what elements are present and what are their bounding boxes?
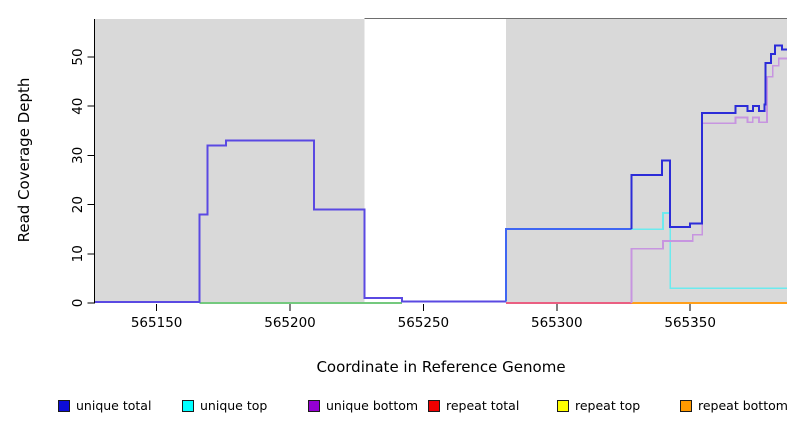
y-tick-label: 40 xyxy=(70,98,86,115)
y-tick-label: 10 xyxy=(70,245,86,262)
legend-swatch xyxy=(182,400,194,412)
y-tick-label: 20 xyxy=(70,196,86,213)
legend-label: repeat top xyxy=(575,398,641,413)
legend-swatch xyxy=(680,400,692,412)
legend-item-unique-bottom: unique bottom xyxy=(308,398,418,414)
series-unique-bottom xyxy=(630,57,787,303)
y-axis-title: Read Coverage Depth xyxy=(15,78,33,243)
legend-swatch xyxy=(557,400,569,412)
x-tick-label: 565150 xyxy=(131,315,183,331)
plot-area: 0 10 20 30 40 50 565150 565200 565250 565300 56535… xyxy=(15,18,787,376)
y-tick-label: 0 xyxy=(70,299,86,308)
legend-item-unique-total: unique total xyxy=(58,398,151,414)
legend-label: unique bottom xyxy=(326,398,419,413)
y-tick-label: 30 xyxy=(70,147,86,164)
series-unique-total-mid xyxy=(505,228,632,302)
legend-item-repeat-top: repeat top xyxy=(557,398,640,414)
uncovered-gap xyxy=(364,19,507,303)
axes: 0 10 20 30 40 50 565150 565200 565250 565300 56535… xyxy=(70,19,716,331)
legend-label: repeat bottom xyxy=(698,398,788,413)
x-tick-label: 565200 xyxy=(264,315,316,331)
legend-swatch xyxy=(428,400,440,412)
covered-region-left xyxy=(95,19,365,303)
x-tick-label: 565300 xyxy=(531,315,583,331)
x-tick-label: 565250 xyxy=(398,315,450,331)
series-unique-top xyxy=(631,212,787,290)
legend-item-repeat-total: repeat total xyxy=(428,398,519,414)
y-tick-label: 50 xyxy=(70,48,86,65)
legend-item-unique-top: unique top xyxy=(182,398,267,414)
coverage-regions xyxy=(95,18,787,303)
legend-label: repeat total xyxy=(446,398,520,413)
legend-item-repeat-bottom: repeat bottom xyxy=(680,398,788,414)
legend-swatch xyxy=(308,400,320,412)
series-unique-total-right xyxy=(630,44,787,230)
legend-label: unique top xyxy=(200,398,268,413)
legend-label: unique total xyxy=(76,398,152,413)
legend-swatch xyxy=(58,400,70,412)
series-unique-total-left xyxy=(95,139,507,303)
series-lines xyxy=(95,44,787,304)
covered-region-right xyxy=(506,19,787,303)
x-axis-title: Coordinate in Reference Genome xyxy=(316,358,565,376)
legend: unique total unique top unique bottom repea… xyxy=(0,398,792,422)
x-tick-label: 565350 xyxy=(664,315,716,331)
